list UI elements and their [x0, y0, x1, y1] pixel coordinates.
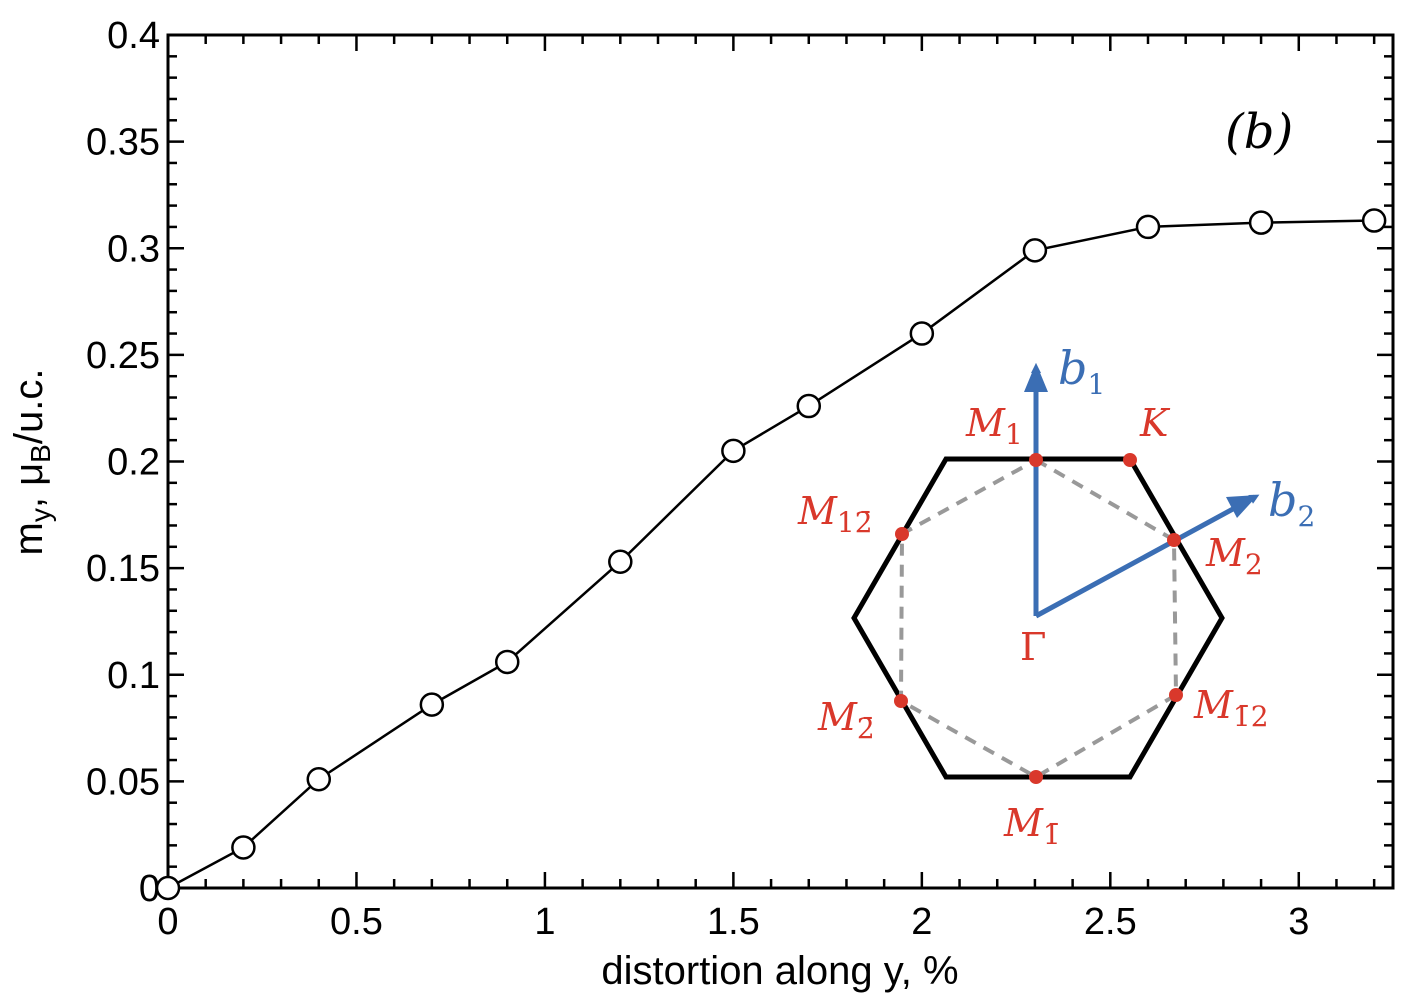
data-point — [155, 875, 181, 901]
label-m1bar2: M1̄2 — [1193, 683, 1269, 733]
x-tick-label: 2.5 — [1084, 901, 1137, 943]
point-m2bar — [894, 694, 908, 708]
b2-vector — [1034, 494, 1260, 619]
label-b1: b1 — [1058, 341, 1105, 401]
label-m1: M1 — [965, 401, 1023, 451]
panel-label: (b) — [1225, 104, 1293, 160]
point-k — [1123, 453, 1137, 467]
y-tick-label: 0.25 — [86, 335, 160, 377]
data-point — [909, 321, 935, 346]
point-m2 — [1167, 533, 1181, 547]
x-tick-label: 3 — [1288, 901, 1309, 943]
y-tick-label: 0.15 — [86, 548, 160, 590]
point-m1 — [1029, 453, 1043, 467]
data-point — [721, 438, 746, 464]
point-m1bar2 — [1169, 688, 1183, 702]
y-axis-title: my, μB/u.c. — [7, 369, 56, 556]
label-m1bar: M1̄ — [1003, 801, 1061, 851]
data-point — [796, 393, 822, 419]
x-tick-label: 1.5 — [707, 901, 760, 943]
data-point — [1248, 210, 1274, 235]
label-gamma: Γ — [1020, 625, 1046, 669]
label-k: K — [1139, 401, 1171, 445]
series-line — [167, 219, 1375, 890]
label-m12bar: M12̄ — [797, 489, 873, 539]
point-m1bar — [1029, 770, 1043, 784]
y-tick-label: 0.3 — [107, 228, 160, 270]
label-b2: b2 — [1268, 473, 1315, 533]
data-point — [1361, 208, 1387, 233]
x-tick-label: 0.5 — [330, 901, 383, 943]
data-point — [306, 766, 332, 792]
y-tick-label: 0 — [139, 868, 160, 910]
x-tick-label: 1 — [534, 901, 555, 943]
y-tick-label: 0.1 — [107, 655, 160, 697]
b2-arrowhead — [1226, 495, 1258, 518]
data-point — [231, 835, 256, 860]
plot-frame — [166, 33, 1395, 890]
y-tick-label: 0.4 — [107, 15, 160, 57]
y-tick-label: 0.35 — [86, 122, 160, 164]
data-point — [419, 692, 445, 717]
label-m2: M2 — [1205, 531, 1263, 581]
x-tick-label: 0 — [157, 901, 178, 943]
x-tick-labels: 0 0.5 1 1.5 2 2.5 3 — [157, 901, 1309, 943]
x-tick-label: 2 — [911, 901, 932, 943]
data-point — [608, 549, 633, 574]
data-point — [1022, 238, 1048, 263]
y-tick-label: 0.05 — [86, 761, 160, 803]
x-axis-title: distortion along y, % — [601, 949, 958, 993]
data-point — [1135, 214, 1161, 240]
b1-arrowhead — [1024, 363, 1048, 392]
brillouin-zone-inset: Γ K M1 M2 M12̄ M2̄ M1̄2 M1̄ b1 b2 — [797, 341, 1315, 851]
label-m2bar: M2̄ — [817, 695, 875, 745]
y-tick-labels: 0 0.05 0.1 0.15 0.2 0.25 0.3 0.35 0.4 — [86, 15, 160, 910]
axis-ticks — [166, 33, 1393, 890]
y-tick-label: 0.2 — [107, 442, 160, 484]
data-point — [494, 649, 520, 675]
series-points — [155, 208, 1387, 901]
point-m12bar — [895, 527, 909, 541]
